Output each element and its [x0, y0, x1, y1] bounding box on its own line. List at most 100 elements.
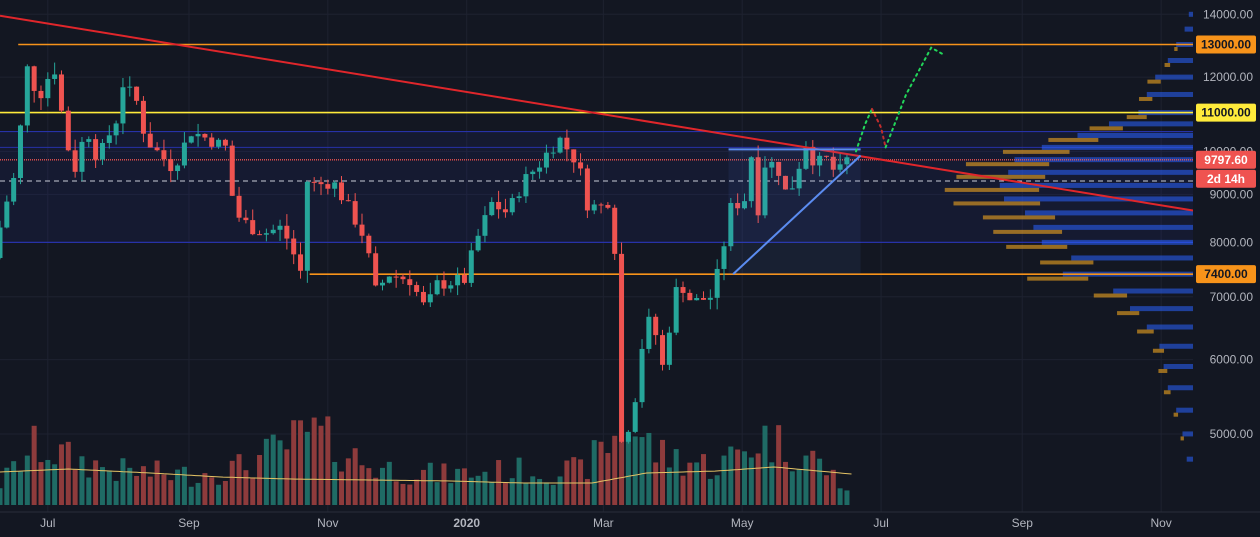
candle — [386, 276, 392, 284]
volume-bar — [195, 482, 201, 505]
volume-bar — [817, 458, 823, 505]
candle-body — [673, 287, 679, 333]
candle — [810, 140, 816, 175]
volume-bar — [4, 467, 10, 505]
price-axis[interactable]: 14000.0012000.0010000.009000.008000.0070… — [1193, 0, 1260, 537]
profile-bar-orange — [1089, 126, 1123, 131]
profile-bar-orange — [1027, 276, 1089, 281]
candle-body — [106, 135, 112, 143]
candle-body — [379, 282, 385, 286]
candle-body — [72, 150, 78, 172]
candle-body — [0, 227, 3, 258]
candle-body — [441, 280, 447, 289]
volume-ma-line — [0, 466, 852, 484]
volume-bar — [707, 478, 713, 505]
candle — [379, 279, 385, 291]
price-tick-label: 5000.00 — [1210, 427, 1254, 441]
volume-bar — [837, 488, 843, 505]
candle — [140, 96, 146, 143]
candle — [17, 124, 23, 185]
candle-body — [482, 215, 488, 236]
candle — [789, 176, 795, 190]
candle — [509, 193, 515, 216]
candles[interactable] — [0, 62, 850, 444]
candle — [147, 122, 153, 148]
volume-bar — [243, 470, 249, 505]
trading-channel — [0, 130, 1193, 243]
candle — [38, 85, 44, 111]
time-tick-label: Nov — [317, 516, 338, 530]
time-axis-bg — [0, 512, 1260, 537]
volume-bar — [755, 453, 761, 505]
profile-bar-orange — [1163, 390, 1171, 395]
candle-body — [216, 139, 222, 147]
candle — [632, 398, 638, 434]
candle — [468, 242, 474, 288]
candle-body — [612, 207, 618, 254]
profile-bar-blue — [1163, 363, 1193, 369]
candle — [4, 195, 10, 229]
volume-bar — [188, 486, 194, 505]
candle — [701, 291, 707, 301]
candle-body — [140, 100, 146, 134]
volume-bar — [318, 425, 324, 505]
candle — [803, 141, 809, 170]
candle-body — [332, 182, 338, 189]
volume-bar — [728, 446, 734, 505]
volume-bar — [202, 473, 208, 505]
candle — [619, 242, 625, 443]
volume-bar — [489, 481, 495, 505]
candle-body — [523, 174, 529, 197]
candle — [325, 179, 331, 195]
candle-body — [93, 139, 99, 160]
volume-bar — [147, 476, 153, 505]
profile-bar-blue — [1188, 11, 1193, 17]
candle-body — [461, 274, 467, 283]
candle-body — [236, 195, 242, 218]
volume-bar — [687, 462, 693, 505]
candle-body — [175, 165, 181, 172]
grid — [0, 0, 1193, 512]
candle-body — [776, 161, 782, 176]
candle — [496, 190, 502, 219]
volume-bar — [646, 432, 652, 505]
candle-body — [243, 217, 249, 221]
time-axis[interactable]: Jul Sep Nov 2020 Mar May Jul Sep Nov — [0, 511, 1260, 537]
volume-bar — [571, 457, 577, 505]
time-tick-label: Sep — [178, 516, 200, 530]
volume-bar — [298, 420, 304, 505]
candle — [414, 281, 420, 297]
volume-bar — [373, 477, 379, 505]
candle-body — [619, 253, 625, 442]
candle — [748, 156, 754, 208]
profile-bar-blue — [1041, 239, 1193, 245]
candle — [161, 139, 167, 167]
volume-bar — [455, 468, 461, 505]
candle — [291, 230, 297, 265]
candle-body — [181, 142, 187, 166]
candle-body — [591, 204, 597, 211]
profile-bar-orange — [944, 187, 1040, 192]
candle-body — [65, 110, 71, 151]
triangle-base-line — [732, 154, 862, 275]
candle — [352, 193, 358, 228]
current-price-badge — [1196, 150, 1256, 169]
volume-bar — [434, 482, 440, 505]
volume-bar — [386, 461, 392, 505]
candle-body — [17, 125, 23, 178]
volume-bar — [796, 468, 802, 505]
profile-bar-orange — [1158, 368, 1168, 373]
candle-body — [475, 235, 481, 251]
profile-bar-blue — [1041, 144, 1193, 150]
candle — [823, 155, 829, 159]
candle — [598, 202, 604, 214]
candle — [817, 152, 823, 177]
candle-body — [161, 150, 167, 160]
volume-bar — [468, 477, 474, 505]
drawings — [0, 14, 1194, 275]
candle-body — [386, 276, 392, 283]
volume-bar — [291, 420, 297, 505]
volume-bar — [140, 466, 146, 505]
